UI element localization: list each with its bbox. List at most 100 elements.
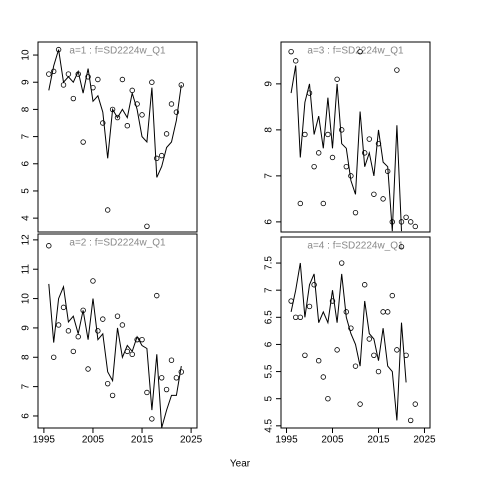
y-tick-label: 7 (21, 383, 32, 389)
data-point (407, 417, 414, 424)
y-tick-label: 7 (264, 173, 275, 179)
data-point (95, 76, 101, 83)
data-point (51, 354, 57, 360)
fit-line (290, 65, 402, 232)
data-point (403, 214, 409, 220)
y-tick-label: 9 (21, 325, 32, 331)
data-point (339, 260, 345, 266)
panel-title: a=3 : f=SD2224w_Q1 (307, 46, 404, 57)
data-point (163, 131, 170, 137)
data-point (70, 348, 77, 355)
data-point (357, 401, 363, 407)
x-tick-label: 2005 (321, 435, 344, 446)
fit-line (48, 283, 182, 428)
data-point (100, 120, 106, 126)
data-point (375, 368, 382, 375)
data-point (302, 131, 308, 138)
data-point (124, 123, 131, 129)
data-point (334, 347, 340, 353)
data-point (311, 282, 317, 288)
data-point (366, 336, 372, 342)
y-tick-label: 9 (264, 81, 275, 87)
panel-frame (280, 236, 431, 429)
y-tick-label: 6 (264, 341, 275, 347)
data-point (178, 369, 184, 375)
data-point (297, 200, 304, 207)
data-point (288, 48, 294, 55)
y-tick-label: 6.5 (264, 310, 275, 324)
data-point (80, 139, 86, 145)
data-point (389, 292, 395, 299)
y-tick-label: 4.5 (264, 418, 275, 432)
y-tick-label: 12 (21, 234, 32, 246)
data-point (129, 87, 135, 94)
data-point (149, 79, 155, 85)
y-tick-label: 10 (21, 49, 32, 61)
data-point (380, 196, 386, 202)
x-tick-label: 2025 (413, 435, 436, 446)
y-tick-label: 7 (264, 287, 275, 293)
y-tick-label: 8 (21, 106, 32, 112)
data-point (65, 328, 72, 334)
data-point (325, 131, 331, 138)
data-point (293, 58, 299, 64)
data-point (51, 68, 57, 75)
panel-frame (280, 41, 431, 233)
data-point (173, 109, 180, 115)
data-point (361, 282, 368, 288)
data-point (100, 316, 106, 322)
data-point (320, 200, 327, 207)
data-point (168, 357, 175, 363)
fit-line (48, 49, 182, 178)
x-axis-label: Year (230, 459, 251, 470)
x-tick-label: 2015 (367, 435, 390, 446)
y-tick-label: 6 (21, 161, 32, 167)
data-point (85, 74, 91, 80)
data-point (60, 82, 67, 88)
data-point (394, 67, 400, 73)
x-tick-label: 2015 (131, 435, 154, 446)
data-point (75, 334, 81, 340)
data-point (144, 389, 150, 396)
data-point (325, 395, 331, 402)
data-point (154, 292, 160, 299)
data-point (114, 114, 121, 121)
x-tick-label: 2005 (82, 435, 105, 446)
fit-line (290, 262, 407, 421)
data-point (168, 101, 175, 107)
y-tick-label: 7 (21, 133, 32, 139)
y-tick-label: 4 (21, 215, 32, 221)
data-point (302, 352, 308, 358)
panel-title: a=4 : f=SD2224w_Q1 (307, 241, 404, 252)
data-point (154, 155, 160, 162)
y-tick-label: 11 (21, 264, 32, 275)
data-point (134, 101, 140, 107)
data-point (366, 136, 372, 142)
data-point (104, 207, 111, 213)
data-point (144, 223, 150, 229)
y-tick-label: 8 (21, 354, 32, 360)
data-point (339, 127, 345, 133)
data-point (90, 278, 96, 284)
data-point (55, 322, 62, 328)
y-tick-label: 6 (264, 219, 275, 225)
data-point (158, 152, 165, 159)
data-point (380, 309, 386, 315)
data-point (407, 219, 414, 225)
data-point (119, 76, 126, 83)
data-point (352, 209, 359, 216)
data-point (297, 314, 304, 321)
data-point (320, 374, 327, 380)
data-point (129, 351, 135, 358)
data-point (60, 304, 67, 311)
panel-title: a=1 : f=SD2224w_Q1 (69, 46, 166, 57)
data-point (70, 95, 77, 102)
data-point (384, 309, 391, 315)
data-point (158, 375, 165, 381)
data-point (371, 191, 377, 197)
data-point (46, 71, 52, 77)
data-point (361, 150, 368, 156)
data-point (394, 347, 400, 353)
data-point (334, 76, 340, 82)
